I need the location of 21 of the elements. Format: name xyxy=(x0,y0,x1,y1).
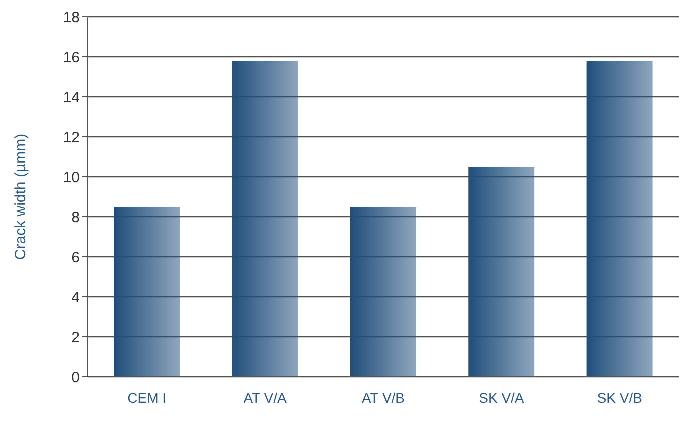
y-tick-label: 4 xyxy=(72,289,80,306)
y-tick-label: 8 xyxy=(72,209,80,226)
x-tick-label: CEM I xyxy=(128,390,167,406)
x-tick-label: SK V/B xyxy=(597,390,642,406)
bar xyxy=(468,167,535,377)
y-tick-label: 14 xyxy=(63,89,80,106)
x-tick-label: SK V/A xyxy=(479,390,525,406)
bar xyxy=(350,207,416,377)
x-tick-label: AT V/B xyxy=(362,390,406,406)
y-tick-label: 0 xyxy=(72,369,80,386)
bar xyxy=(586,61,653,377)
y-tick-label: 18 xyxy=(63,9,80,26)
y-tick-label: 10 xyxy=(63,169,80,186)
y-tick-label: 16 xyxy=(63,49,80,66)
y-tick-label: 12 xyxy=(63,129,80,146)
bar xyxy=(232,61,298,377)
y-tick-label: 2 xyxy=(72,329,80,346)
y-tick-label: 6 xyxy=(72,249,80,266)
bar xyxy=(114,207,180,377)
y-axis-title: Crack width (µmm) xyxy=(12,134,30,260)
x-tick-label: AT V/A xyxy=(244,390,288,406)
